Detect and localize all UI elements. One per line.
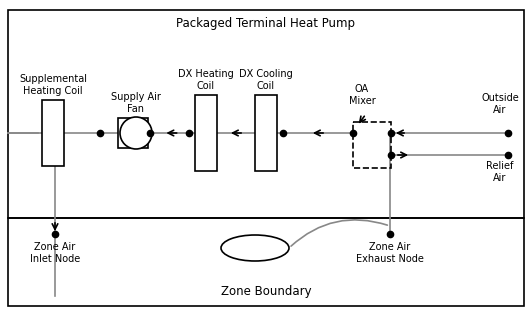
- Text: Packaged Terminal Heat Pump: Packaged Terminal Heat Pump: [176, 18, 355, 30]
- Bar: [8, 10, 524, 218]
- Bar: [195, 95, 217, 171]
- Text: DX Heating
Coil: DX Heating Coil: [178, 69, 234, 91]
- Text: Supplemental
Heating Coil: Supplemental Heating Coil: [19, 74, 87, 96]
- Text: Supply Air
Fan: Supply Air Fan: [111, 92, 161, 114]
- Text: Relief
Air: Relief Air: [486, 161, 513, 183]
- Circle shape: [120, 117, 152, 149]
- Bar: [42, 100, 64, 166]
- Text: DX Cooling
Coil: DX Cooling Coil: [239, 69, 293, 91]
- Text: Thermostat: Thermostat: [229, 243, 281, 252]
- Text: Zone Boundary: Zone Boundary: [221, 285, 311, 299]
- Bar: [8, 218, 524, 306]
- Bar: [255, 95, 277, 171]
- Text: Zone Air
Inlet Node: Zone Air Inlet Node: [30, 242, 80, 263]
- Bar: [353, 122, 391, 168]
- Ellipse shape: [221, 235, 289, 261]
- Bar: [118, 118, 148, 148]
- Text: Outside
Air: Outside Air: [481, 93, 519, 115]
- Text: OA
Mixer: OA Mixer: [349, 84, 375, 106]
- Text: Zone Air
Exhaust Node: Zone Air Exhaust Node: [356, 242, 424, 263]
